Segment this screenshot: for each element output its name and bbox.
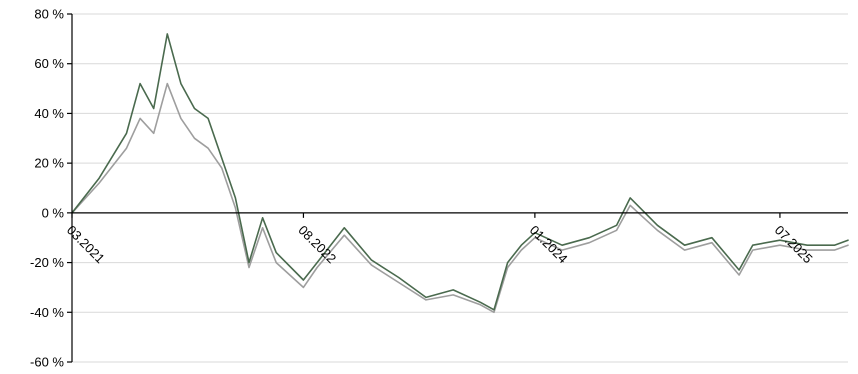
gridlines <box>72 13 848 363</box>
y-tick-label: -40 % <box>30 305 64 320</box>
y-tick-label: 80 % <box>34 7 64 22</box>
x-tick-label: 08.2022 <box>295 222 339 266</box>
y-tick-label: -20 % <box>30 255 64 270</box>
axes <box>67 13 848 363</box>
x-tick-label: 03.2021 <box>64 222 108 266</box>
x-tick-label: 07.2025 <box>772 222 816 266</box>
series-line-1 <box>71 33 849 311</box>
series-lines <box>71 33 849 314</box>
y-tick-label: 20 % <box>34 156 64 171</box>
y-tick-label: 0 % <box>42 205 65 220</box>
x-tick-labels: 03.2021 08.2022 01.2024 07.2025 <box>64 222 816 266</box>
y-tick-labels: 80 % 60 % 40 % 20 % 0 % -20 % -40 % -60 % <box>30 7 64 370</box>
y-tick-label: 60 % <box>34 56 64 71</box>
y-tick-label: -60 % <box>30 355 64 370</box>
y-tick-label: 40 % <box>34 106 64 121</box>
series-line-2 <box>71 82 849 314</box>
